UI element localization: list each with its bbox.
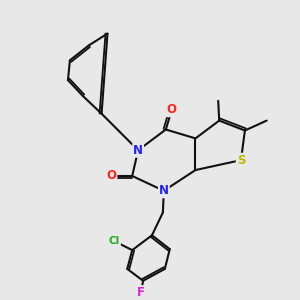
Text: Cl: Cl	[109, 236, 120, 246]
Text: O: O	[167, 103, 177, 116]
Text: N: N	[159, 184, 169, 197]
Text: F: F	[137, 286, 145, 299]
Text: S: S	[237, 154, 245, 167]
Text: O: O	[106, 169, 116, 182]
Text: N: N	[133, 144, 143, 157]
